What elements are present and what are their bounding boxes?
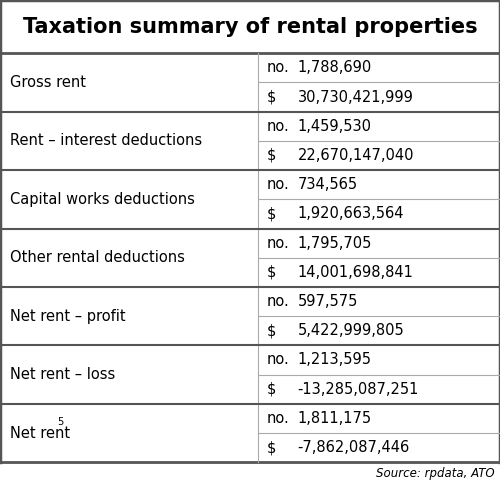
Text: Gross rent: Gross rent [10,75,86,90]
Text: $: $ [266,206,276,221]
Text: -7,862,087,446: -7,862,087,446 [298,440,410,455]
Text: 734,565: 734,565 [298,177,358,192]
Text: Net rent – loss: Net rent – loss [10,367,115,382]
Text: 30,730,421,999: 30,730,421,999 [298,90,414,105]
Text: no.: no. [266,236,289,251]
Text: $: $ [266,440,276,455]
Text: 1,920,663,564: 1,920,663,564 [298,206,404,221]
Text: no.: no. [266,411,289,426]
Text: $: $ [266,265,276,280]
Text: no.: no. [266,119,289,134]
Text: Capital works deductions: Capital works deductions [10,192,195,207]
Text: 597,575: 597,575 [298,294,358,309]
Text: Source: rpdata, ATO: Source: rpdata, ATO [376,467,495,480]
Text: $: $ [266,90,276,105]
Text: 1,213,595: 1,213,595 [298,352,372,367]
Text: Net rent – profit: Net rent – profit [10,309,126,324]
Text: 1,788,690: 1,788,690 [298,60,372,76]
Text: -13,285,087,251: -13,285,087,251 [298,382,419,397]
Text: $: $ [266,382,276,397]
Text: 5: 5 [58,417,64,427]
Text: no.: no. [266,352,289,367]
Text: $: $ [266,323,276,338]
Text: 1,795,705: 1,795,705 [298,236,372,251]
Text: no.: no. [266,177,289,192]
Text: 14,001,698,841: 14,001,698,841 [298,265,414,280]
Text: no.: no. [266,60,289,76]
Text: Rent – interest deductions: Rent – interest deductions [10,134,202,149]
Text: Net rent: Net rent [10,425,70,440]
Text: Other rental deductions: Other rental deductions [10,250,185,265]
Text: 22,670,147,040: 22,670,147,040 [298,148,414,163]
Text: Taxation summary of rental properties: Taxation summary of rental properties [22,16,477,37]
Text: $: $ [266,148,276,163]
Text: 1,811,175: 1,811,175 [298,411,372,426]
Text: no.: no. [266,294,289,309]
Text: 5,422,999,805: 5,422,999,805 [298,323,404,338]
Text: 1,459,530: 1,459,530 [298,119,372,134]
